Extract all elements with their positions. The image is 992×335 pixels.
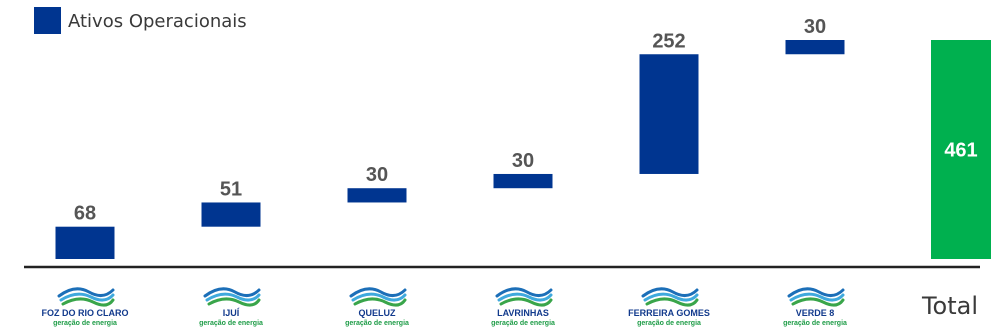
bar-4-value-label: 30 (512, 150, 534, 172)
logo-2: IJUÍ geração de energia (199, 287, 263, 327)
logo-3-subtitle: geração de energia (345, 320, 409, 327)
logo-4-subtitle: geração de energia (491, 320, 555, 327)
waves-logo-icon (203, 287, 261, 307)
bar-1 (55, 226, 115, 259)
total-axis-label: Total (921, 292, 978, 320)
bar-3-value-label: 30 (366, 164, 388, 186)
logo-5-subtitle: geração de energia (637, 320, 701, 327)
bar-5-value-label: 252 (652, 30, 685, 52)
logo-5-name: FERREIRA GOMES (628, 308, 710, 318)
bar-2 (201, 202, 261, 227)
waves-logo-icon (57, 287, 115, 307)
total-bar-value-label: 461 (944, 140, 977, 162)
logo-3-name: QUELUZ (359, 308, 397, 318)
logo-1-name: FOZ DO RIO CLARO (42, 308, 129, 318)
logo-4-name: LAVRINHAS (497, 308, 549, 318)
bar-labels-group: 68 51 30 30 252 30 461 (74, 16, 978, 225)
logo-2-subtitle: geração de energia (199, 320, 263, 327)
logo-6-subtitle: geração de energia (783, 320, 847, 327)
bar-4 (493, 173, 553, 189)
bars-group (55, 40, 991, 259)
legend-swatch (34, 7, 61, 34)
logo-1: FOZ DO RIO CLARO geração de energia (42, 287, 129, 327)
logos-group: FOZ DO RIO CLARO geração de energia IJUÍ ge… (42, 287, 847, 327)
total-bar (931, 40, 991, 259)
waves-logo-icon (349, 287, 407, 307)
bar-2-value-label: 51 (220, 178, 242, 200)
waves-logo-icon (495, 287, 553, 307)
logo-2-name: IJUÍ (223, 308, 240, 318)
logo-5: FERREIRA GOMES geração de energia (628, 287, 710, 327)
bar-1-value-label: 68 (74, 203, 96, 225)
waves-logo-icon (787, 287, 845, 307)
logo-1-subtitle: geração de energia (53, 320, 117, 327)
logo-6-name: VERDE 8 (796, 308, 835, 318)
bar-6-value-label: 30 (804, 16, 826, 38)
legend-label: Ativos Operacionais (68, 11, 247, 32)
logo-3: QUELUZ geração de energia (345, 287, 409, 327)
bar-6 (785, 40, 845, 55)
bar-5 (639, 54, 699, 174)
logo-6: VERDE 8 geração de energia (783, 287, 847, 327)
waves-logo-icon (641, 287, 699, 307)
logo-4: LAVRINHAS geração de energia (491, 287, 555, 327)
bar-3 (347, 188, 407, 203)
